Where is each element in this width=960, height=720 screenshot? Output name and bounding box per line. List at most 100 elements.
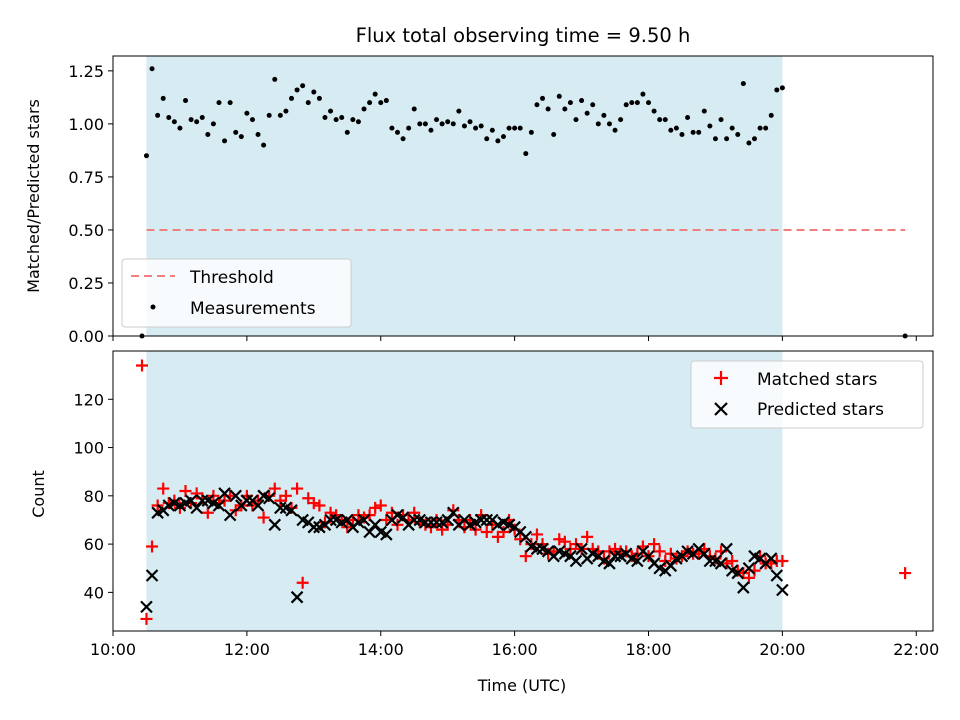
top-plot-frame bbox=[112, 55, 934, 337]
predicted-star-point bbox=[407, 513, 421, 527]
predicted-star-point bbox=[145, 569, 159, 582]
measurement-point bbox=[662, 117, 668, 123]
measurement-point bbox=[188, 117, 194, 123]
matched-star-point bbox=[201, 506, 214, 519]
measurement-point bbox=[143, 153, 149, 159]
measurement-point bbox=[757, 125, 763, 131]
bottom-plot-frame bbox=[112, 350, 934, 632]
measurement-point bbox=[646, 100, 652, 106]
bottom-y-tick-label: 40 bbox=[84, 583, 104, 602]
matched-star-point bbox=[553, 533, 566, 546]
predicted-star-point bbox=[190, 501, 203, 515]
predicted-star-point bbox=[140, 600, 153, 614]
measurement-point bbox=[534, 102, 540, 108]
matched-star-point bbox=[179, 485, 192, 497]
predicted-star-point bbox=[519, 530, 533, 544]
x-tick-label: 20:00 bbox=[759, 640, 805, 659]
predicted-star-point bbox=[184, 494, 198, 507]
legend-measurements-swatch bbox=[150, 304, 156, 310]
bottom-x-axis-ticks: 10:00 12:00 14:00 16:00 18:00 20:00 22:00 bbox=[90, 631, 939, 659]
measurement-point bbox=[690, 129, 696, 135]
bottom-panel: 40 60 80 100 120 10:00 12:00 14:00 16:00 18:00 20… bbox=[29, 350, 939, 695]
top-y-tick-label: 0.75 bbox=[68, 168, 104, 187]
predicted-star-point bbox=[530, 542, 544, 556]
measurement-point bbox=[294, 87, 300, 93]
measurement-point bbox=[277, 112, 283, 118]
top-y-tick-label: 0.00 bbox=[68, 327, 104, 346]
measurement-point bbox=[406, 125, 412, 131]
measurement-point bbox=[383, 98, 389, 104]
measurement-point bbox=[567, 100, 573, 106]
measurement-point bbox=[735, 131, 741, 137]
measurement-point bbox=[473, 125, 479, 131]
measurement-point bbox=[328, 108, 334, 114]
measurement-point bbox=[679, 131, 685, 137]
matched-star-point bbox=[776, 555, 789, 567]
measurement-point bbox=[779, 85, 785, 91]
measurement-point bbox=[261, 142, 267, 148]
x-tick-label: 22:00 bbox=[893, 640, 939, 659]
matched-star-point bbox=[136, 359, 149, 372]
matched-star-point bbox=[335, 513, 348, 526]
matched-star-point bbox=[726, 555, 739, 567]
top-y-tick-label: 0.50 bbox=[68, 221, 104, 240]
measurement-point bbox=[367, 100, 373, 106]
x-tick-label: 12:00 bbox=[224, 640, 270, 659]
matched-star-point bbox=[480, 526, 493, 539]
bottom-y-tick-label: 80 bbox=[84, 487, 104, 506]
matched-star-point bbox=[324, 506, 337, 519]
predicted-star-point bbox=[307, 520, 321, 534]
predicted-star-point bbox=[274, 501, 287, 515]
matched-star-point bbox=[519, 550, 532, 563]
measurement-point bbox=[149, 66, 155, 72]
measurement-point bbox=[517, 125, 523, 131]
measurement-point bbox=[595, 121, 601, 127]
bottom-legend: Matched stars Predicted stars bbox=[690, 360, 924, 429]
predicted-star-point bbox=[396, 511, 410, 524]
measurement-point bbox=[177, 125, 183, 131]
measurement-point bbox=[155, 112, 161, 118]
bottom-y-tick-label: 120 bbox=[73, 390, 104, 409]
predicted-star-point bbox=[474, 513, 488, 527]
measurement-point bbox=[439, 121, 445, 127]
legend-threshold-label: Threshold bbox=[189, 268, 274, 288]
measurement-point bbox=[612, 127, 618, 133]
measurement-point bbox=[489, 127, 495, 133]
top-y-axis-label: Matched/Predicted stars bbox=[24, 99, 43, 293]
measurement-point bbox=[551, 131, 557, 137]
measurement-points bbox=[139, 66, 908, 339]
top-y-tick-label: 0.25 bbox=[68, 274, 104, 293]
measurement-point bbox=[422, 121, 428, 127]
predicted-star-point bbox=[642, 549, 655, 563]
matched-star-point bbox=[742, 571, 755, 584]
matched-star-point bbox=[497, 526, 510, 539]
predicted-star-point bbox=[285, 504, 298, 517]
x-axis-label: Time (UTC) bbox=[477, 676, 566, 695]
bottom-legend-box bbox=[690, 360, 924, 429]
measurement-point bbox=[238, 134, 244, 140]
measurement-point bbox=[316, 95, 322, 101]
top-y-tick-label: 1.00 bbox=[68, 115, 104, 134]
matched-star-point bbox=[899, 567, 912, 580]
measurement-point bbox=[545, 106, 551, 112]
bottom-y-axis-ticks: 40 60 80 100 120 bbox=[73, 390, 113, 602]
measurement-point bbox=[166, 115, 172, 121]
measurement-point bbox=[160, 95, 166, 101]
measurement-point bbox=[171, 119, 177, 125]
predicted-star-point bbox=[446, 506, 460, 520]
predicted-star-point bbox=[764, 552, 778, 565]
predicted-star-point bbox=[664, 559, 678, 573]
top-legend-box bbox=[121, 258, 352, 328]
measurement-point bbox=[528, 129, 534, 135]
measurement-point bbox=[629, 100, 635, 106]
matched-star-point bbox=[408, 506, 421, 519]
measurement-point bbox=[746, 140, 752, 146]
measurement-point bbox=[411, 106, 417, 112]
matched-star-point bbox=[162, 497, 175, 510]
measurement-point bbox=[183, 98, 189, 104]
top-panel: Flux total observing time = 9.50 h 0.000… bbox=[24, 24, 934, 346]
predicted-star-point bbox=[575, 542, 588, 556]
measurement-point bbox=[350, 117, 356, 123]
measurement-point bbox=[205, 131, 211, 137]
measurement-point bbox=[355, 119, 361, 125]
